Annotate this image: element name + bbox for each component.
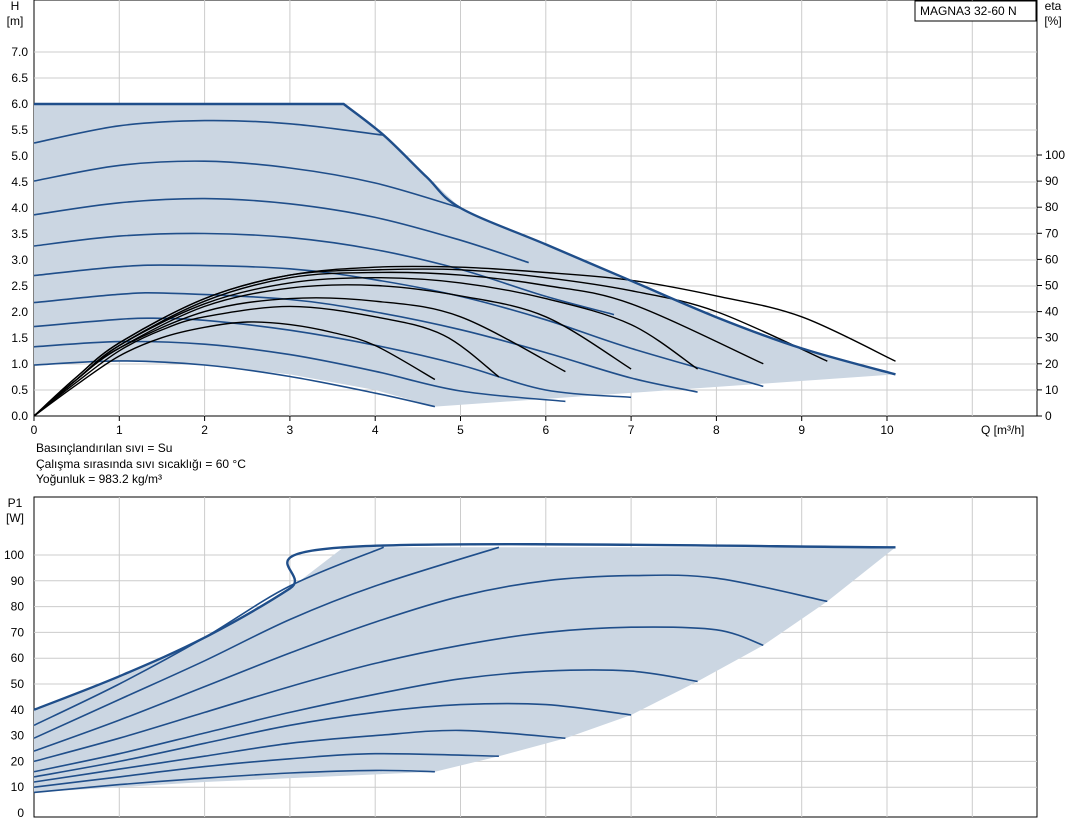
head-curve bbox=[33, 340, 566, 403]
efficiency-curve bbox=[33, 321, 436, 417]
head-efficiency-chart: 0 1 2 3 4 5 6 7 8 9 10 0.0 0.5 1.0 1.5 2.0 2.5 3.0 3.5 4.0… bbox=[7, 0, 1065, 437]
max-power-curve bbox=[33, 543, 896, 711]
top-y2-tick-labels: 0 10 20 30 40 50 60 70 80 90 100 bbox=[1037, 148, 1065, 423]
y2-tick-label: 70 bbox=[1045, 226, 1059, 240]
y-tick-label: 20 bbox=[11, 754, 25, 768]
power-curve bbox=[33, 669, 698, 773]
model-label: MAGNA3 32-60 N bbox=[920, 4, 1017, 18]
bottom-y-tick-labels: 0 10 20 30 40 50 60 70 80 90 100 bbox=[4, 548, 24, 820]
head-curve bbox=[33, 232, 615, 316]
y2-tick-label: 90 bbox=[1045, 174, 1059, 188]
x-tick-label: 2 bbox=[201, 423, 208, 437]
x-tick-label: 10 bbox=[880, 423, 894, 437]
y-tick-label: 0.5 bbox=[11, 383, 28, 397]
temperature-line: Çalışma sırasında sıvı sıcaklığı = 60 °C bbox=[36, 456, 246, 471]
x-tick-label: 3 bbox=[287, 423, 294, 437]
head-curve bbox=[33, 160, 461, 209]
efficiency-curve bbox=[33, 265, 896, 417]
y-tick-label: 80 bbox=[11, 600, 25, 614]
power-curve bbox=[33, 574, 828, 752]
power-curve bbox=[33, 546, 500, 739]
y-tick-label: 1.5 bbox=[11, 331, 28, 345]
x-tick-label: 6 bbox=[542, 423, 549, 437]
y-tick-label: 6.5 bbox=[11, 71, 28, 85]
y2-tick-label: 10 bbox=[1045, 383, 1059, 397]
x-tick-label: 7 bbox=[628, 423, 635, 437]
y-tick-label: 5.0 bbox=[11, 149, 28, 163]
y2-tick-label: 20 bbox=[1045, 357, 1059, 371]
head-curve bbox=[33, 264, 764, 388]
y2-tick-label: 50 bbox=[1045, 279, 1059, 293]
eta-axis-unit: [%] bbox=[1044, 14, 1061, 28]
head-curve bbox=[33, 119, 384, 144]
head-curves bbox=[33, 119, 764, 408]
y-tick-label: 60 bbox=[11, 651, 25, 665]
power-chart: 0 10 20 30 40 50 60 70 80 90 100 P1 [W] bbox=[4, 496, 1038, 820]
y2-tick-label: 40 bbox=[1045, 305, 1059, 319]
fluid-line: Basınçlandırılan sıvı = Su bbox=[36, 441, 173, 455]
y-tick-label: 100 bbox=[4, 548, 24, 562]
y2-tick-label: 30 bbox=[1045, 331, 1059, 345]
x-tick-label: 9 bbox=[798, 423, 805, 437]
y-tick-label: 10 bbox=[11, 780, 25, 794]
power-curve bbox=[33, 546, 385, 727]
y-tick-label: 50 bbox=[11, 677, 25, 691]
y-tick-label: 3.0 bbox=[11, 253, 28, 267]
y-tick-label: 4.5 bbox=[11, 175, 28, 189]
power-curve bbox=[33, 729, 566, 783]
y-tick-label: 3.5 bbox=[11, 227, 28, 241]
power-axis-unit: [W] bbox=[6, 511, 24, 525]
y-tick-label: 6.0 bbox=[11, 97, 28, 111]
y2-tick-label: 100 bbox=[1045, 148, 1065, 162]
y-tick-label: 90 bbox=[11, 574, 25, 588]
y-tick-label: 2.0 bbox=[11, 305, 28, 319]
head-axis-unit: [m] bbox=[7, 14, 24, 28]
x-tick-label: 0 bbox=[31, 423, 38, 437]
power-operating-area bbox=[34, 547, 896, 793]
head-curve bbox=[33, 360, 436, 408]
y-tick-label: 30 bbox=[11, 729, 25, 743]
y-tick-label: 7.0 bbox=[11, 45, 28, 59]
x-tick-label: 4 bbox=[372, 423, 379, 437]
efficiency-curve bbox=[33, 284, 632, 417]
power-axis-label: P1 bbox=[8, 496, 23, 510]
y-tick-label: 0 bbox=[17, 806, 24, 820]
y-tick-label: 4.0 bbox=[11, 201, 28, 215]
density-line: Yoğunluk = 983.2 kg/m³ bbox=[36, 472, 162, 486]
y-tick-label: 70 bbox=[11, 625, 25, 639]
power-curves bbox=[33, 543, 896, 794]
y2-tick-label: 60 bbox=[1045, 252, 1059, 266]
top-y-tick-labels: 0.0 0.5 1.0 1.5 2.0 2.5 3.0 3.5 4.0 4.5 5.0 5.5 6.0 6… bbox=[11, 45, 28, 423]
head-curve bbox=[33, 197, 529, 264]
fluid-info: Basınçlandırılan sıvı = Su Çalışma sıras… bbox=[36, 441, 246, 488]
x-tick-label: 5 bbox=[457, 423, 464, 437]
efficiency-curve bbox=[33, 305, 500, 417]
y2-tick-label: 0 bbox=[1045, 409, 1052, 423]
head-curve bbox=[33, 292, 698, 393]
model-label-box bbox=[914, 0, 1037, 22]
max-head-curve bbox=[34, 102, 896, 376]
top-x-tick-labels: 0 1 2 3 4 5 6 7 8 9 10 bbox=[31, 416, 894, 437]
y-tick-label: 0.0 bbox=[11, 409, 28, 423]
power-curve bbox=[33, 626, 764, 763]
x-tick-label: 1 bbox=[116, 423, 123, 437]
power-curve bbox=[33, 702, 632, 778]
y-tick-label: 5.5 bbox=[11, 123, 28, 137]
efficiency-curves bbox=[33, 265, 896, 417]
y-tick-label: 40 bbox=[11, 703, 25, 717]
head-axis-label: H bbox=[11, 0, 20, 13]
y-tick-label: 2.5 bbox=[11, 279, 28, 293]
head-curve bbox=[33, 317, 632, 399]
head-operating-area bbox=[34, 104, 896, 407]
x-tick-label: 8 bbox=[713, 423, 720, 437]
y-tick-label: 1.0 bbox=[11, 357, 28, 371]
efficiency-curve bbox=[33, 271, 764, 417]
flow-axis-label: Q [m³/h] bbox=[981, 423, 1024, 437]
power-curve bbox=[33, 752, 499, 788]
y2-tick-label: 80 bbox=[1045, 200, 1059, 214]
eta-axis-label: eta bbox=[1045, 0, 1062, 13]
power-curve bbox=[33, 769, 435, 794]
